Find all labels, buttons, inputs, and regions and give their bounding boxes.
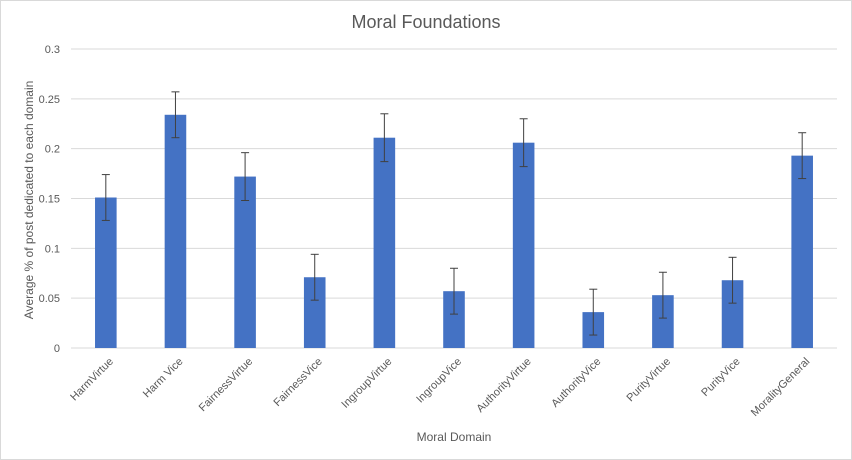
x-tick-label: FairnessVice — [272, 356, 325, 409]
x-tick-label: PurityVirtue — [624, 356, 673, 405]
bar — [234, 176, 256, 348]
bar — [721, 280, 744, 348]
x-tick-label: Harm Vice — [141, 356, 186, 401]
x-tick-label: AuthorityVice — [549, 356, 603, 410]
x-tick-label: HarmVirtue — [68, 356, 116, 404]
x-axis-title: Moral Domain — [417, 430, 492, 444]
error-bar — [658, 271, 667, 319]
bar — [164, 114, 187, 348]
y-tick-label: 0.25 — [39, 94, 60, 106]
error-bars — [101, 91, 807, 336]
y-tick-labels: 0 0.05 0.1 0.15 0.2 0.25 0.3 — [39, 44, 60, 355]
error-bar — [380, 113, 389, 163]
bars — [95, 114, 813, 348]
x-tick-labels: HarmVirtue Harm Vice FairnessVirtue Fairnes… — [68, 356, 812, 419]
y-tick-label: 0.2 — [45, 144, 60, 156]
error-bar — [519, 118, 528, 168]
error-bar — [450, 267, 458, 315]
error-bar — [589, 288, 598, 336]
y-axis-title: Average % of post dedicated to each doma… — [22, 81, 36, 320]
bar — [791, 155, 813, 348]
bar — [303, 277, 326, 348]
gridlines — [71, 48, 837, 349]
x-tick-label: AuthorityVirtue — [474, 356, 533, 415]
y-tick-label: 0 — [54, 343, 60, 355]
chart-title: Moral Foundations — [351, 12, 500, 32]
bar — [443, 291, 465, 348]
y-tick-label: 0.15 — [39, 194, 60, 206]
x-tick-label: FairnessVirtue — [197, 356, 255, 414]
bar — [512, 142, 535, 348]
x-tick-label: IngroupVirtue — [339, 356, 394, 411]
error-bar — [101, 174, 110, 221]
x-tick-label: MoralityGeneral — [749, 356, 812, 419]
y-tick-label: 0.3 — [45, 44, 60, 56]
bar — [95, 197, 117, 348]
x-tick-label: IngroupVice — [414, 356, 464, 406]
y-tick-label: 0.1 — [45, 243, 60, 255]
error-bar — [310, 253, 319, 301]
error-bar — [798, 132, 807, 180]
bar — [373, 137, 396, 348]
error-bar — [171, 91, 180, 139]
y-tick-label: 0.05 — [39, 293, 60, 305]
error-bar — [241, 152, 250, 201]
bar — [652, 295, 674, 348]
x-tick-label: PurityVice — [699, 356, 742, 399]
error-bar — [728, 256, 737, 304]
